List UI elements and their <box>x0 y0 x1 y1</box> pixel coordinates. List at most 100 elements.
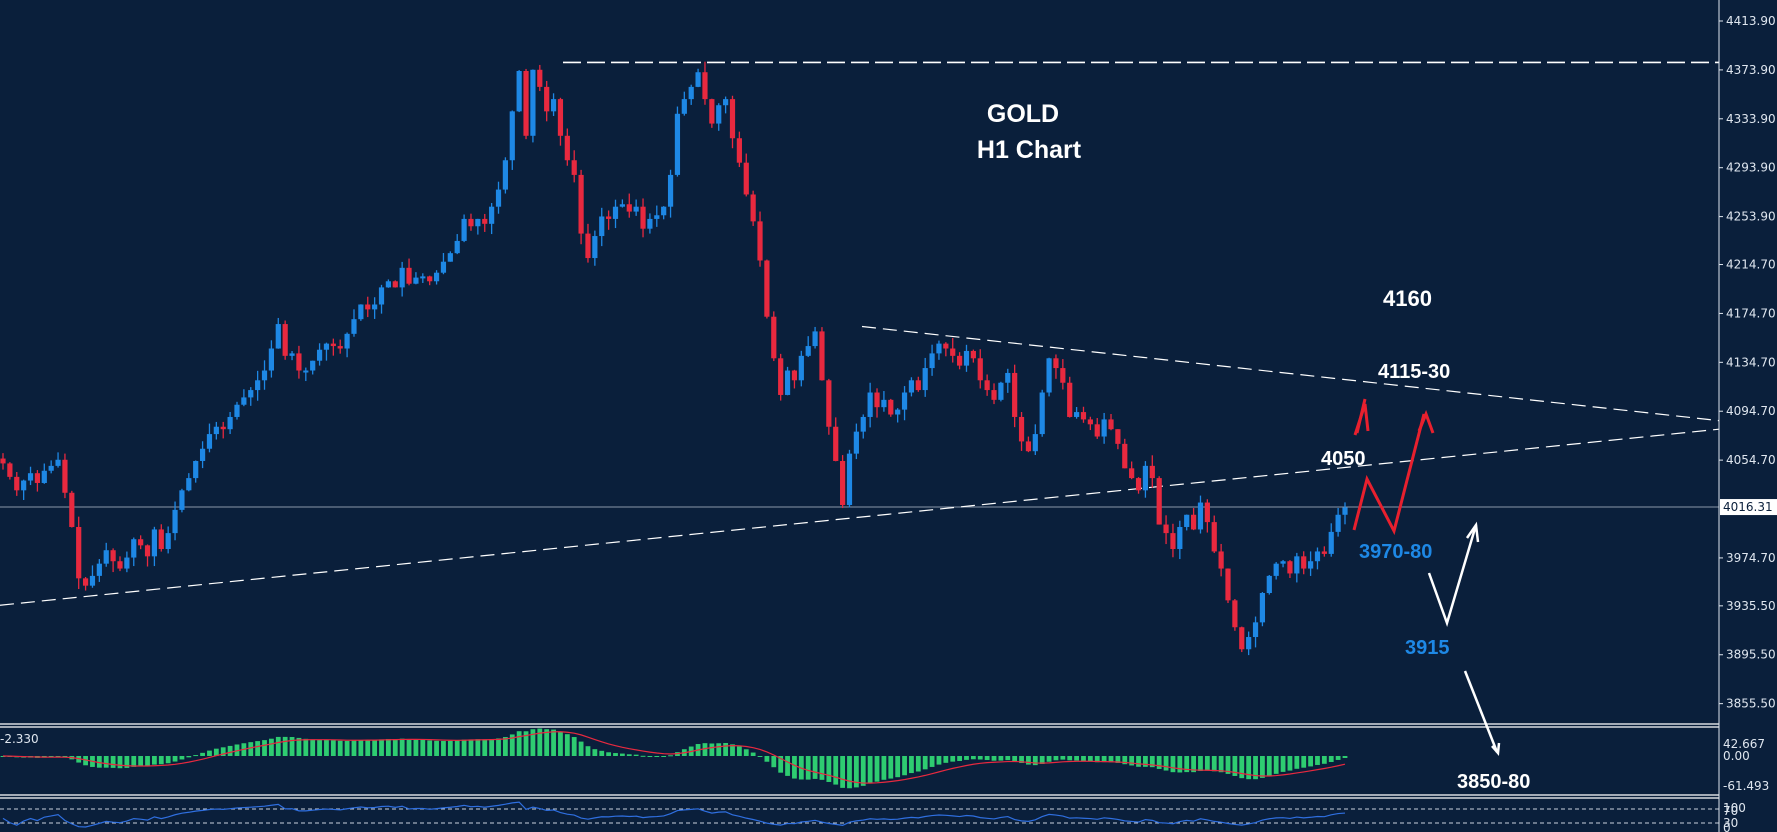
macd-bar <box>860 756 866 786</box>
candle-body <box>27 473 34 481</box>
candle-body <box>62 459 68 493</box>
candle-body <box>798 355 804 381</box>
candle-body <box>337 346 343 349</box>
candle-body <box>1149 465 1155 479</box>
price-tick-label: 4054.70 <box>1726 453 1776 467</box>
macd-bar <box>723 742 729 756</box>
macd-bar <box>1115 756 1121 763</box>
candle-body <box>681 99 687 114</box>
candle-body <box>1025 441 1032 452</box>
macd-bar <box>186 756 192 758</box>
macd-bar <box>392 739 398 756</box>
macd-bar <box>564 734 570 756</box>
macd-bar <box>1108 756 1114 763</box>
candle-body <box>537 69 543 87</box>
macd-bar <box>757 756 763 757</box>
macd-bar <box>826 756 832 782</box>
candle-body <box>41 470 47 483</box>
macd-bar <box>1218 756 1224 773</box>
price-tick-label: 4293.90 <box>1726 161 1776 175</box>
candle-body <box>82 578 89 586</box>
candle-body <box>1321 551 1327 554</box>
candle-body <box>895 409 901 415</box>
candle-body <box>144 545 151 557</box>
macd-bar <box>516 731 522 756</box>
macd-bar <box>248 742 254 756</box>
red-arrow-head-long <box>1417 409 1435 434</box>
macd-bar <box>915 756 921 772</box>
candle-body <box>96 563 102 576</box>
candle-body <box>1005 372 1011 383</box>
macd-bar <box>1184 756 1190 773</box>
candle-body <box>1246 637 1252 650</box>
candle-body <box>213 426 219 435</box>
macd-bar <box>1177 756 1183 773</box>
candle-body <box>1129 468 1135 479</box>
candle-body <box>716 105 722 124</box>
macd-bar <box>619 753 625 756</box>
candle-body <box>1197 502 1204 530</box>
candle-body <box>833 426 839 461</box>
candle-body <box>1273 563 1279 576</box>
macd-bar <box>103 756 109 768</box>
macd-bar <box>220 747 226 756</box>
macd-bar <box>1053 756 1059 761</box>
candle-body <box>1108 419 1114 430</box>
macd-bar <box>454 740 460 756</box>
candle-body <box>275 324 281 349</box>
macd-bar <box>427 740 433 756</box>
macd-bar <box>1101 756 1107 763</box>
price-tick-label: 4134.70 <box>1726 355 1776 369</box>
macd-bar <box>83 756 88 766</box>
candle-body <box>667 174 674 207</box>
macd-bar <box>1032 756 1038 766</box>
candle-body <box>1314 551 1321 562</box>
candle-body <box>55 459 61 466</box>
candle-body <box>550 99 557 112</box>
candle-body <box>365 304 371 310</box>
candle-body <box>661 206 667 216</box>
macd-bar <box>647 756 653 757</box>
annotation-label: 4050 <box>1321 448 1366 470</box>
macd-bar <box>530 729 536 756</box>
macd-bar <box>867 756 873 784</box>
macd-bar <box>255 741 261 756</box>
macd-bar <box>661 756 667 757</box>
candle-body <box>557 99 564 136</box>
macd-bar <box>434 740 439 756</box>
macd-bar <box>296 737 302 756</box>
macd-bar <box>1328 756 1334 763</box>
macd-bar <box>1225 756 1231 774</box>
candle-body <box>89 575 96 586</box>
candle-body <box>688 86 694 100</box>
macd-bar <box>1039 756 1045 764</box>
candle-body <box>750 194 756 222</box>
candle-body <box>482 218 488 224</box>
candle-body <box>1335 514 1341 532</box>
macd-bar <box>310 739 316 756</box>
macd-bar <box>853 756 859 788</box>
macd-bar <box>1067 756 1073 761</box>
candle-body <box>860 416 866 432</box>
candle-body <box>991 390 997 400</box>
candle-body <box>950 348 956 356</box>
candle-body <box>1087 419 1093 425</box>
candle-body <box>1101 419 1107 437</box>
macd-bar <box>509 734 515 756</box>
macd-bar <box>372 739 378 756</box>
candle-body <box>929 353 935 369</box>
macd-bar <box>124 756 130 768</box>
candle-body <box>647 218 653 229</box>
candle-body <box>427 276 433 282</box>
candle-body <box>771 316 777 359</box>
candle-body <box>1135 478 1142 491</box>
candle-body <box>310 360 316 371</box>
rising-trendline <box>0 428 1720 606</box>
candle-body <box>757 221 763 261</box>
macd-bar <box>461 739 467 756</box>
candle-body <box>117 561 123 569</box>
macd-bar <box>544 729 550 756</box>
macd-bar <box>1019 756 1024 763</box>
candle-body <box>791 370 798 381</box>
candle-body <box>812 331 818 347</box>
